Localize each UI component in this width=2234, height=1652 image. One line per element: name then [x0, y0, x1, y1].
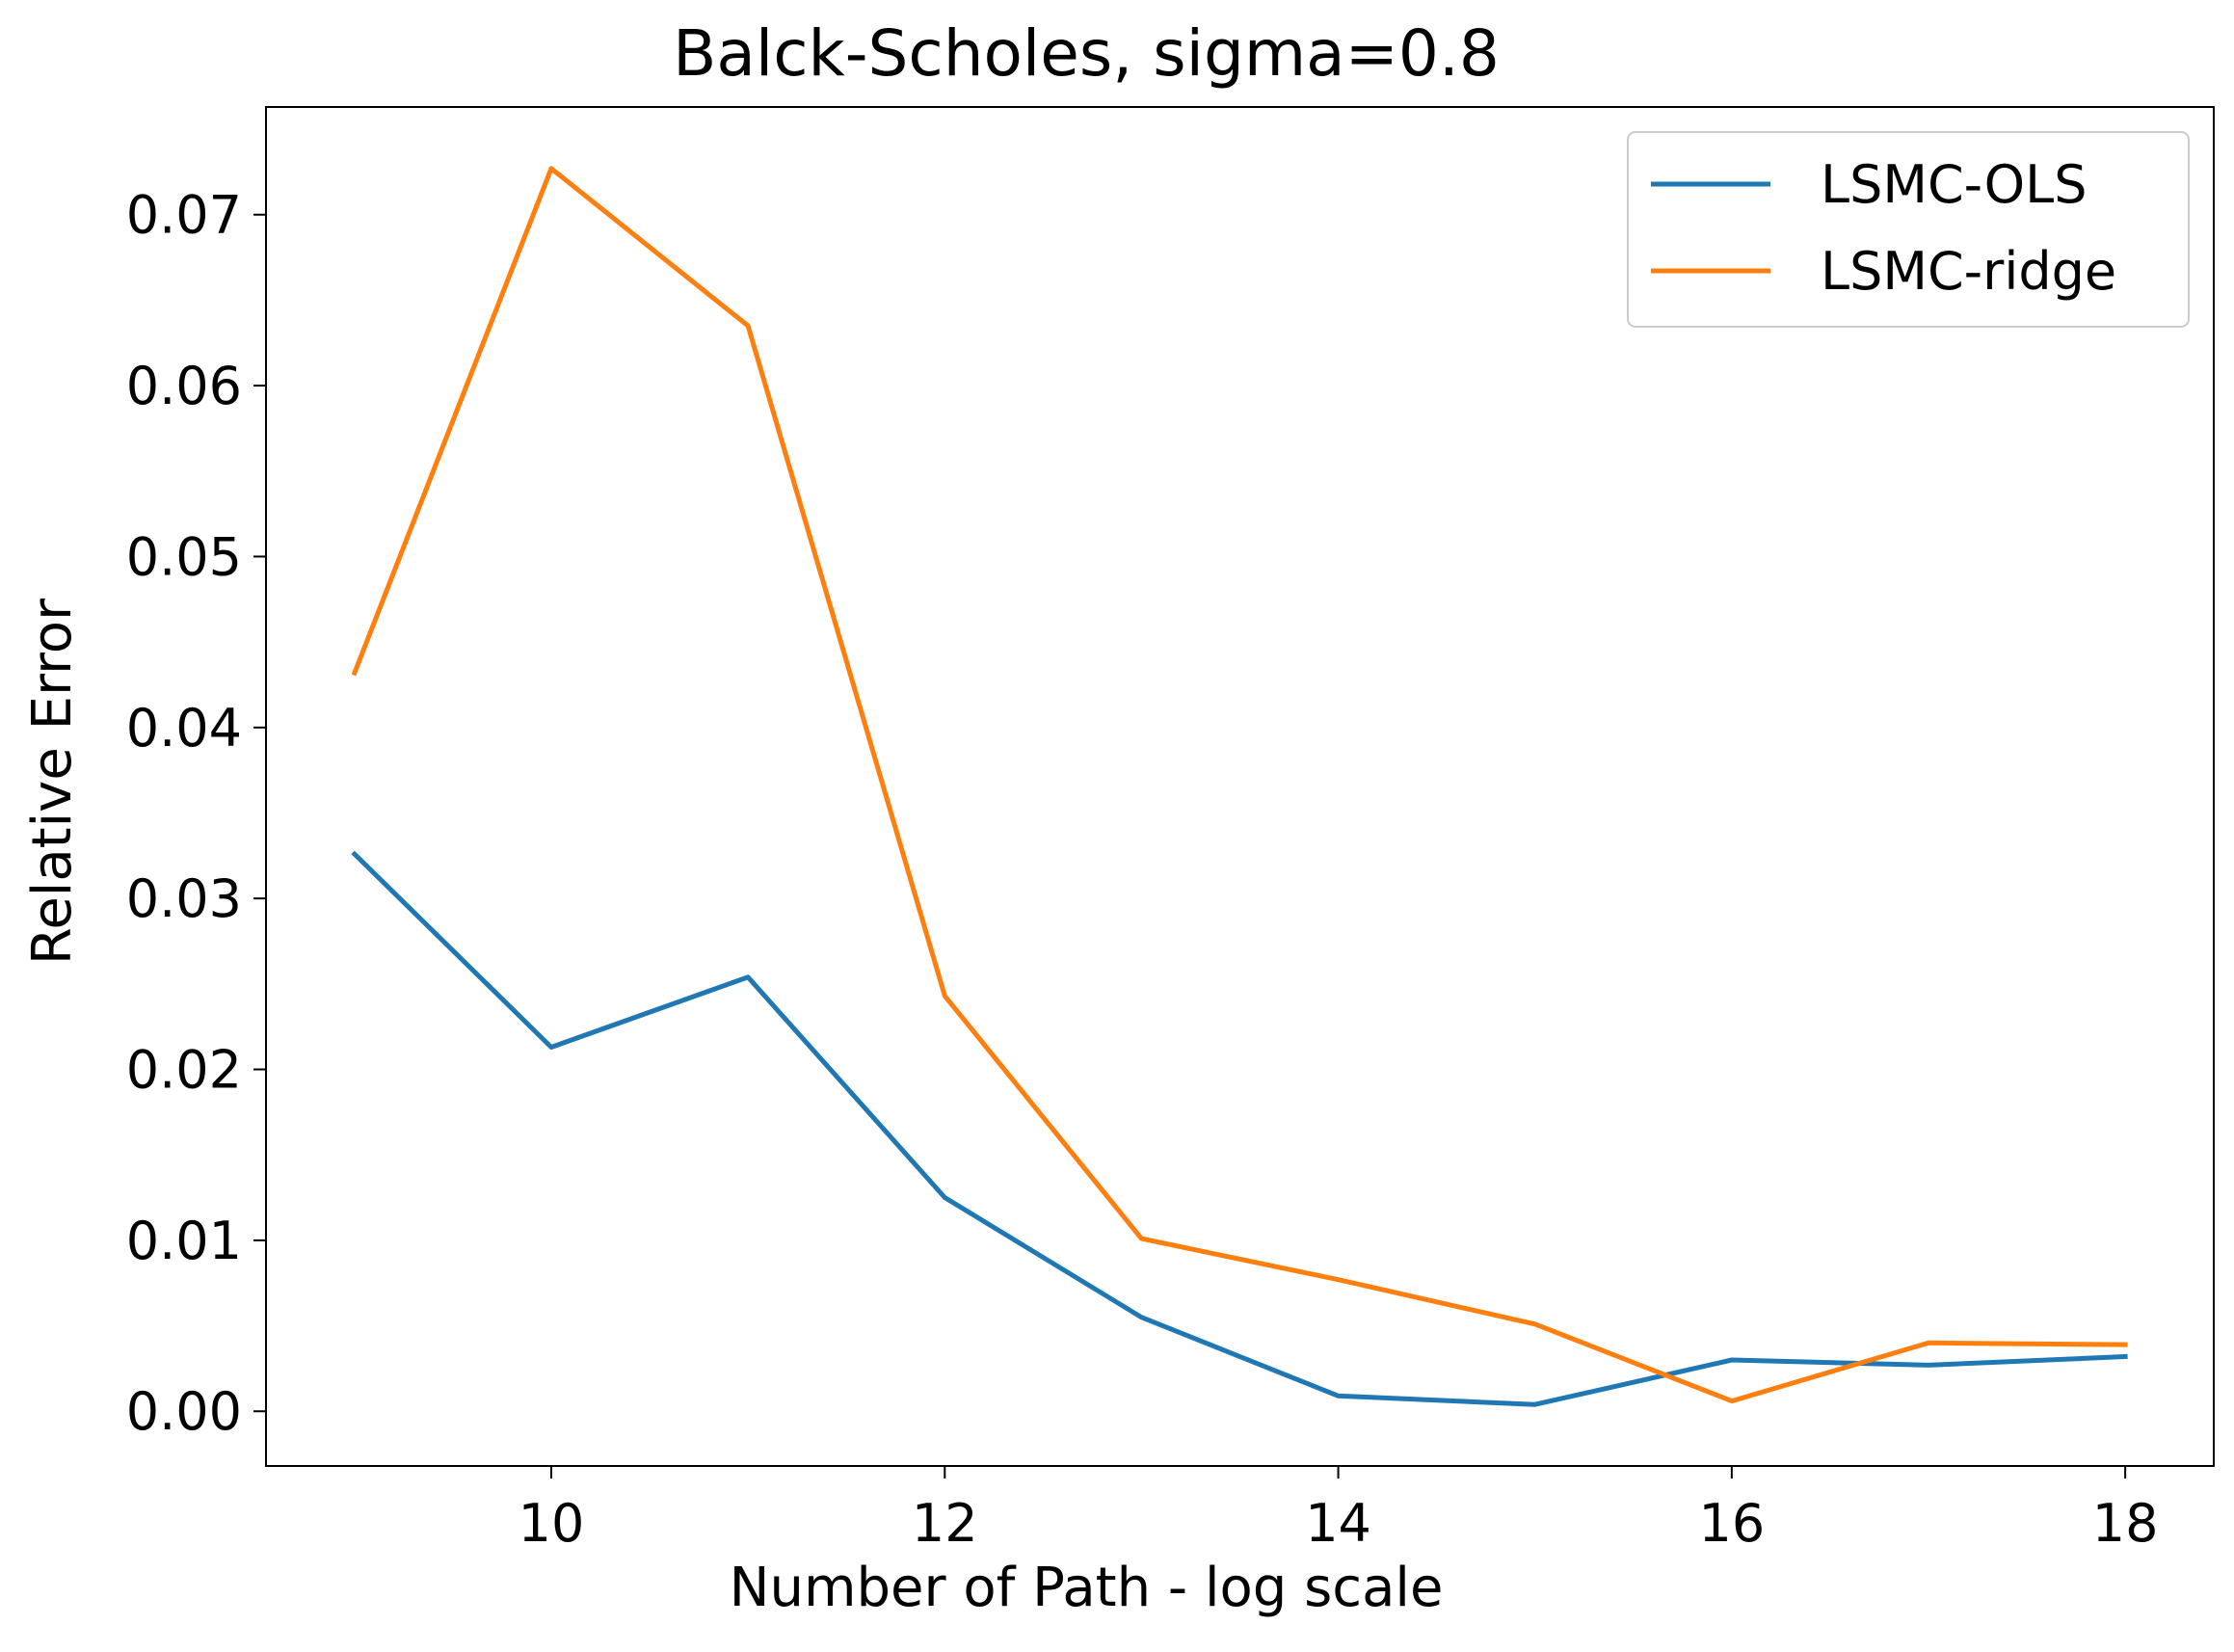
- legend-box: [1627, 131, 2190, 328]
- x-axis-label: Number of Path - log scale: [730, 1557, 1444, 1619]
- y-tick-label: 0.02: [126, 1040, 242, 1101]
- y-tick-label: 0.03: [126, 868, 242, 929]
- plot-area: [265, 106, 2215, 1467]
- x-tick-label: 12: [912, 1493, 978, 1554]
- chart-title: Balck-Scholes, sigma=0.8: [673, 16, 1500, 91]
- legend-label: LSMC-OLS: [1821, 154, 2088, 215]
- y-tick-label: 0.07: [126, 185, 242, 246]
- y-axis-ticks: 0.00 0.01 0.02 0.03 0.04 0.05 0.06 0.07: [126, 185, 266, 1442]
- legend-label: LSMC-ridge: [1821, 241, 2116, 302]
- y-tick-label: 0.01: [126, 1211, 242, 1271]
- x-tick-label: 14: [1305, 1493, 1371, 1554]
- y-tick-label: 0.05: [126, 526, 242, 587]
- y-tick-label: 0.06: [126, 356, 242, 416]
- x-tick-label: 16: [1698, 1493, 1765, 1554]
- series-line-lsmc-ridge: [351, 166, 2128, 1404]
- series-line-lsmc-ols: [351, 850, 2128, 1407]
- series-lines: [351, 166, 2128, 1407]
- x-tick-label: 10: [519, 1493, 585, 1554]
- x-axis-ticks: 10 12 14 16 18: [519, 1466, 2159, 1554]
- x-tick-label: 18: [2092, 1493, 2159, 1554]
- y-tick-label: 0.00: [126, 1381, 242, 1442]
- y-tick-label: 0.04: [126, 698, 242, 759]
- plot-frame: [265, 106, 2215, 1467]
- legend: LSMC-OLS LSMC-ridge: [1627, 131, 2190, 328]
- y-axis-label: Relative Error: [21, 598, 84, 965]
